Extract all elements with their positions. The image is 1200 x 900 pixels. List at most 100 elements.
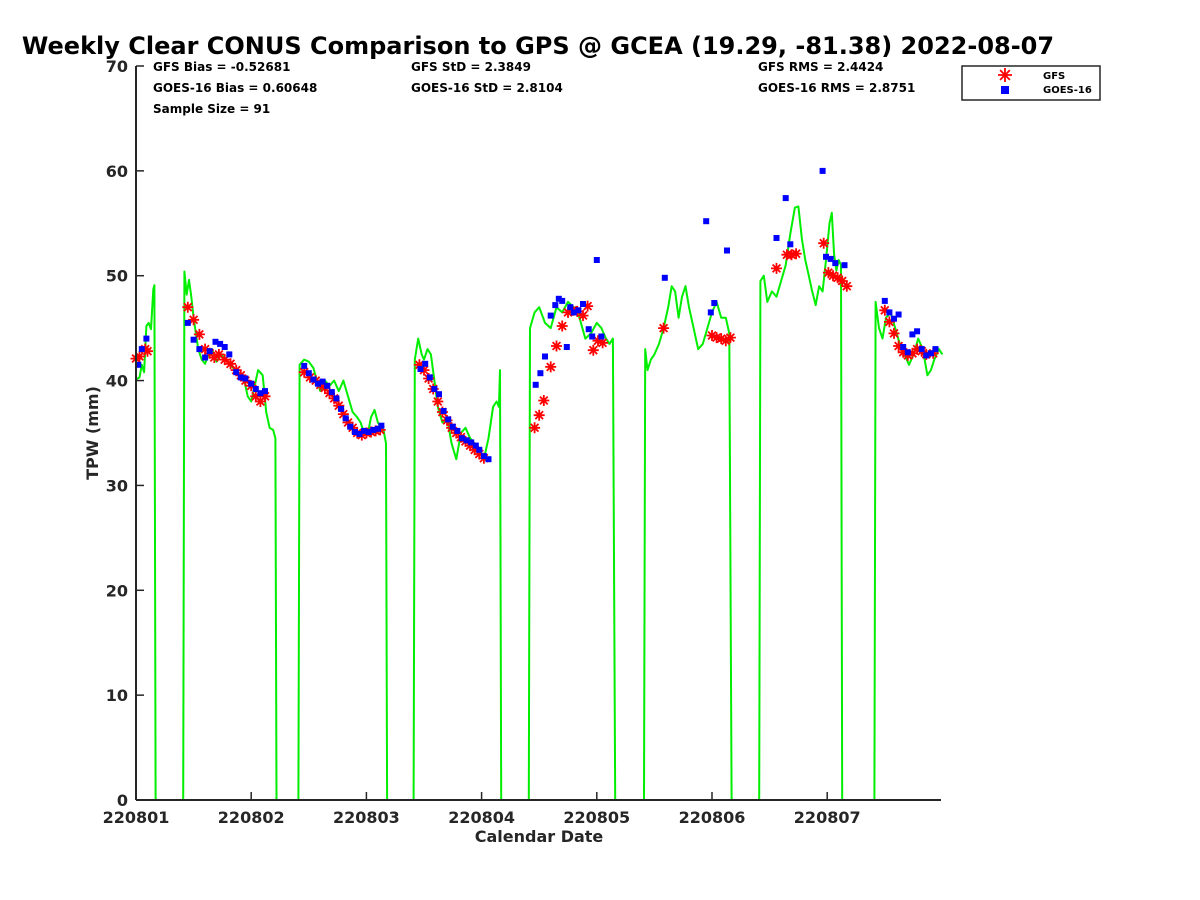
goes16-point: [305, 370, 312, 377]
axes: 0 10 20 30 40 50 60 70 220801 220802 220803 220804 2…: [103, 57, 941, 827]
gfs-point: [902, 349, 914, 361]
stats-block: GFS Bias = -0.52681 GOES-16 Bias = 0.606…: [153, 60, 915, 116]
goes16-point: [575, 307, 582, 314]
legend-goes16-square: [1001, 86, 1009, 94]
legend-box: [961, 65, 1101, 101]
gps-line-segment-8: [873, 300, 944, 801]
gps-line-segment-4: [412, 337, 503, 801]
goes16-point: [552, 302, 559, 309]
goes16-point: [347, 423, 354, 430]
goes16-point: [773, 235, 780, 241]
goes16-point: [351, 429, 358, 435]
goes16-point: [454, 427, 461, 434]
goes16-point: [932, 346, 939, 353]
goes16-point: [827, 255, 834, 262]
legend: GFS GOES-16: [961, 65, 1101, 101]
y-tick-label: 20: [106, 581, 128, 600]
goes16-point: [310, 376, 317, 383]
goes16-point: [342, 415, 349, 422]
gfs-series: [130, 237, 939, 464]
goes16-point: [918, 346, 925, 353]
gfs-point: [529, 422, 541, 434]
goes16-point: [365, 429, 372, 435]
goes16-point: [589, 333, 596, 340]
gfs-point: [182, 301, 194, 313]
gfs-point: [225, 358, 236, 370]
goes16-point: [262, 388, 268, 395]
gfs-point: [597, 337, 609, 349]
goes16-point: [315, 380, 321, 387]
gfs-point: [556, 320, 568, 332]
gfs-point: [304, 371, 316, 383]
gfs-point: [582, 300, 594, 312]
goes16-point: [900, 344, 907, 350]
gps-line-segment-7: [758, 205, 844, 801]
gfs-point: [473, 448, 485, 460]
gfs-point: [551, 340, 562, 352]
x-tick-label: 220802: [218, 808, 285, 827]
gfs-point: [786, 249, 797, 261]
gfs-point: [897, 346, 909, 358]
gfs-point: [134, 351, 145, 362]
x-tick-label: 220804: [448, 808, 515, 827]
goes16-point: [361, 427, 368, 434]
gfs-bias-text: GFS Bias = -0.52681: [153, 60, 290, 74]
x-tick-label: 220801: [103, 808, 170, 827]
goes16-point: [436, 391, 442, 398]
gfs-point: [577, 310, 589, 322]
gfs-point: [562, 306, 574, 318]
goes-std-text: GOES-16 StD = 2.8104: [411, 81, 563, 95]
gfs-point: [893, 340, 905, 352]
goes16-point: [909, 331, 916, 338]
gps-series: [135, 205, 944, 801]
gps-line-segment-1: [135, 284, 157, 801]
gfs-point: [879, 304, 891, 316]
goes16-point: [242, 375, 249, 382]
goes16-point: [555, 295, 562, 302]
gfs-point: [587, 344, 599, 356]
goes16-point: [417, 366, 424, 372]
goes16-point: [248, 380, 255, 387]
goes16-point: [580, 301, 586, 307]
gfs-point: [199, 343, 211, 355]
gfs-point: [724, 332, 736, 344]
goes16-point: [378, 422, 385, 429]
goes16-point: [563, 344, 570, 350]
gfs-point: [658, 322, 670, 334]
goes16-point: [233, 369, 240, 376]
goes16-point: [904, 349, 911, 356]
goes16-point: [440, 408, 447, 414]
goes16-point: [143, 335, 150, 342]
legend-gfs-asterisk: [998, 68, 1012, 82]
gfs-point: [822, 267, 834, 279]
gfs-point: [333, 400, 345, 412]
gfs-point: [715, 333, 727, 345]
goes16-point: [537, 370, 544, 377]
goes16-point: [370, 426, 377, 433]
goes16-point: [217, 340, 224, 347]
gfs-point: [298, 366, 310, 378]
goes16-point: [832, 260, 839, 267]
goes16-point: [570, 309, 577, 316]
gfs-std-text: GFS StD = 2.3849: [411, 60, 531, 74]
goes16-point: [819, 167, 826, 174]
goes16-point: [138, 346, 145, 353]
y-tick-label: 40: [106, 372, 128, 391]
goes16-point: [190, 336, 197, 343]
goes16-point: [895, 311, 902, 318]
gfs-point: [250, 390, 262, 402]
goes16-point: [221, 344, 228, 350]
goes16-point: [237, 374, 244, 381]
y-tick-label: 70: [106, 57, 128, 76]
gfs-point: [906, 347, 918, 359]
gfs-point: [418, 364, 430, 376]
x-axis-label: Calendar Date: [475, 827, 604, 846]
gfs-point: [883, 316, 895, 328]
gfs-point: [213, 348, 225, 360]
gfs-rms-text: GFS RMS = 2.4424: [758, 60, 883, 74]
goes16-point: [463, 437, 470, 444]
goes16-point: [542, 353, 548, 360]
goes16-point: [212, 338, 219, 345]
legend-goes16-label: GOES-16: [1043, 85, 1092, 96]
